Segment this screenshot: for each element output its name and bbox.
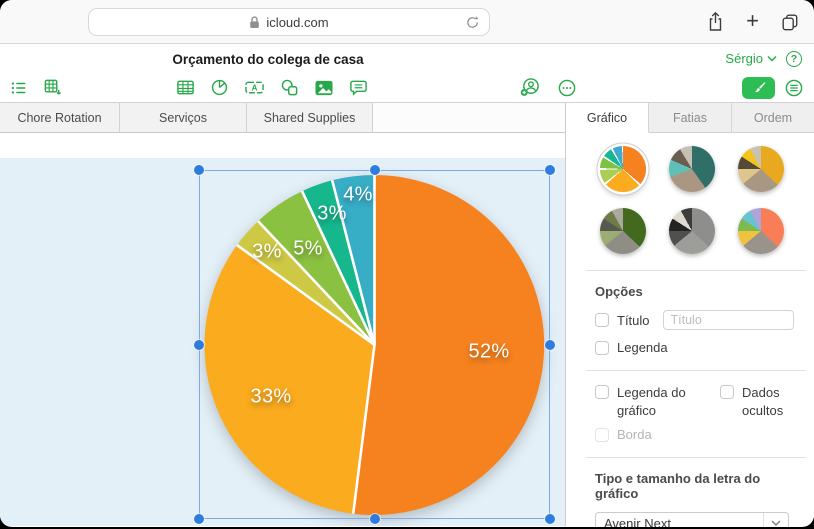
svg-text:A: A	[252, 84, 258, 93]
chart-style-gold[interactable]	[738, 146, 785, 192]
chart-style-green[interactable]	[599, 208, 646, 254]
title-checkbox[interactable]	[595, 313, 609, 327]
divider	[586, 370, 806, 371]
selection-handle[interactable]	[545, 514, 555, 524]
chart-legend-label: Legenda do gráfico	[617, 385, 686, 418]
title-checkbox-label: Título	[617, 312, 650, 328]
spreadsheet-area: Chore Rotation Serviços Shared Supplies …	[0, 103, 565, 526]
options-section: Opções Título Legenda	[566, 271, 814, 370]
paintbrush-icon	[754, 81, 765, 92]
browser-toolbar: icloud.com +	[0, 0, 814, 44]
chart-selection-box[interactable]	[199, 170, 550, 519]
chart-icon[interactable]	[210, 78, 229, 97]
chart-style-teal-taupe[interactable]	[668, 146, 715, 192]
font-family-select[interactable]: Avenir Next	[595, 512, 789, 527]
url-text: icloud.com	[266, 14, 329, 30]
selection-handle[interactable]	[194, 339, 204, 350]
sheet-tab-chore-rotation[interactable]: Chore Rotation	[0, 103, 120, 132]
selection-handle[interactable]	[545, 339, 555, 350]
lock-icon	[249, 15, 260, 29]
font-family-value: Avenir Next	[604, 515, 671, 527]
browser-actions: +	[706, 0, 800, 44]
collaborate-icon[interactable]	[519, 77, 541, 98]
view-options-icon[interactable]	[784, 78, 804, 98]
chart-style-orange[interactable]	[599, 146, 646, 192]
selection-handle[interactable]	[369, 165, 380, 175]
pie-chart[interactable]	[0, 158, 565, 526]
tab-grafico[interactable]: Gráfico	[566, 103, 649, 133]
selection-handle[interactable]	[194, 514, 204, 524]
insert-table-icon[interactable]	[43, 78, 62, 97]
sheet-tab-servicos[interactable]: Serviços	[120, 103, 247, 132]
legend-section: Legenda do gráfico Dados ocultos Borda	[566, 371, 814, 457]
sheet-list-icon[interactable]	[10, 79, 28, 97]
table-icon[interactable]	[176, 78, 195, 97]
user-name: Sérgio	[725, 51, 763, 66]
chevron-down-icon	[763, 513, 788, 527]
app-toolbar: A	[0, 73, 814, 103]
reload-icon[interactable]	[465, 15, 480, 33]
shapes-icon[interactable]	[280, 78, 299, 97]
chevron-down-icon	[767, 55, 777, 62]
sheet-tab-shared-supplies[interactable]: Shared Supplies	[247, 103, 373, 132]
share-icon[interactable]	[706, 11, 725, 33]
selection-handle[interactable]	[369, 514, 380, 524]
document-title: Orçamento do colega de casa	[172, 52, 364, 67]
border-checkbox	[595, 427, 609, 442]
chart-legend-checkbox[interactable]	[595, 385, 609, 399]
help-button[interactable]: ?	[786, 50, 802, 67]
new-tab-icon[interactable]: +	[746, 8, 759, 33]
legend-checkbox[interactable]	[595, 340, 609, 355]
selection-handle[interactable]	[545, 165, 555, 175]
tab-ordem[interactable]: Ordem	[732, 103, 814, 133]
chart-style-coral[interactable]	[738, 208, 785, 254]
divider	[586, 270, 806, 271]
font-section: Tipo e tamanho da letra do gráfico Aveni…	[566, 458, 814, 527]
sheet-tab-bar: Chore Rotation Serviços Shared Supplies	[0, 103, 565, 133]
font-section-heading: Tipo e tamanho da letra do gráfico	[595, 471, 761, 502]
format-panel-tabs: Gráfico Fatias Ordem	[566, 103, 814, 133]
selection-handle[interactable]	[194, 165, 204, 175]
chart-style-gray[interactable]	[668, 208, 715, 254]
tabs-icon[interactable]	[780, 12, 800, 32]
sheet-canvas[interactable]: 52% 33% 3% 5% 3% 4%	[0, 158, 565, 526]
more-icon[interactable]	[557, 78, 577, 98]
address-bar[interactable]: icloud.com	[88, 8, 490, 36]
media-icon[interactable]	[314, 79, 334, 97]
divider	[586, 457, 806, 459]
header-right: Sérgio ?	[725, 44, 802, 73]
options-heading: Opções	[595, 284, 643, 299]
chart-style-gallery	[566, 133, 814, 270]
comment-icon[interactable]	[349, 78, 368, 97]
border-checkbox-label: Borda	[617, 427, 652, 443]
format-brush-button[interactable]	[742, 76, 775, 99]
canvas-margin	[0, 133, 565, 157]
format-panel: Gráfico Fatias Ordem Opções Título Legen…	[565, 103, 814, 527]
text-box-icon[interactable]: A	[244, 78, 265, 97]
document-header: Orçamento do colega de casa Sérgio ?	[0, 44, 814, 73]
user-menu[interactable]: Sérgio	[725, 51, 777, 66]
legend-checkbox-label: Legenda	[617, 340, 668, 355]
hidden-data-checkbox[interactable]	[720, 385, 734, 399]
chart-title-input[interactable]	[662, 310, 794, 330]
tab-fatias[interactable]: Fatias	[649, 103, 732, 133]
hidden-data-label: Dados ocultos	[742, 385, 784, 418]
